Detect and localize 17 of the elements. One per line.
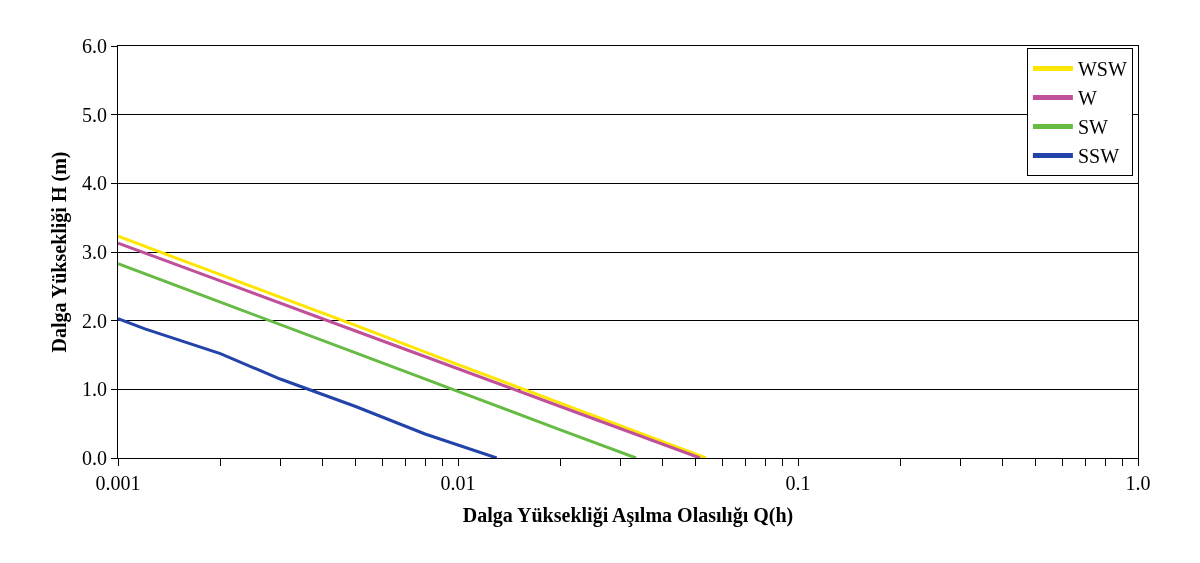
y-axis-title: Dalga Yüksekliği H (m) <box>47 151 71 353</box>
x-tick-label: 0.01 <box>440 472 476 494</box>
y-tick-label: 5.0 <box>82 103 107 126</box>
y-tick-label: 2.0 <box>82 309 107 332</box>
y-tick-label: 1.0 <box>82 378 107 401</box>
legend-label: W <box>1077 87 1097 110</box>
x-tick-label: 0.001 <box>95 472 141 494</box>
y-tick-label: 6.0 <box>82 35 107 57</box>
x-tick-label: 1.0 <box>1125 472 1151 494</box>
y-tick-label: 3.0 <box>82 241 107 263</box>
legend-label: WSW <box>1077 58 1127 81</box>
x-axis-title: Dalga Yüksekliği Aşılma Olasılığı Q(h) <box>462 503 794 527</box>
x-tick-label: 0.1 <box>785 472 811 494</box>
y-tick-label: 4.0 <box>82 172 107 195</box>
y-tick-label: 0.0 <box>82 447 107 469</box>
legend-label: SSW <box>1077 145 1120 168</box>
legend-label: SW <box>1077 116 1109 139</box>
